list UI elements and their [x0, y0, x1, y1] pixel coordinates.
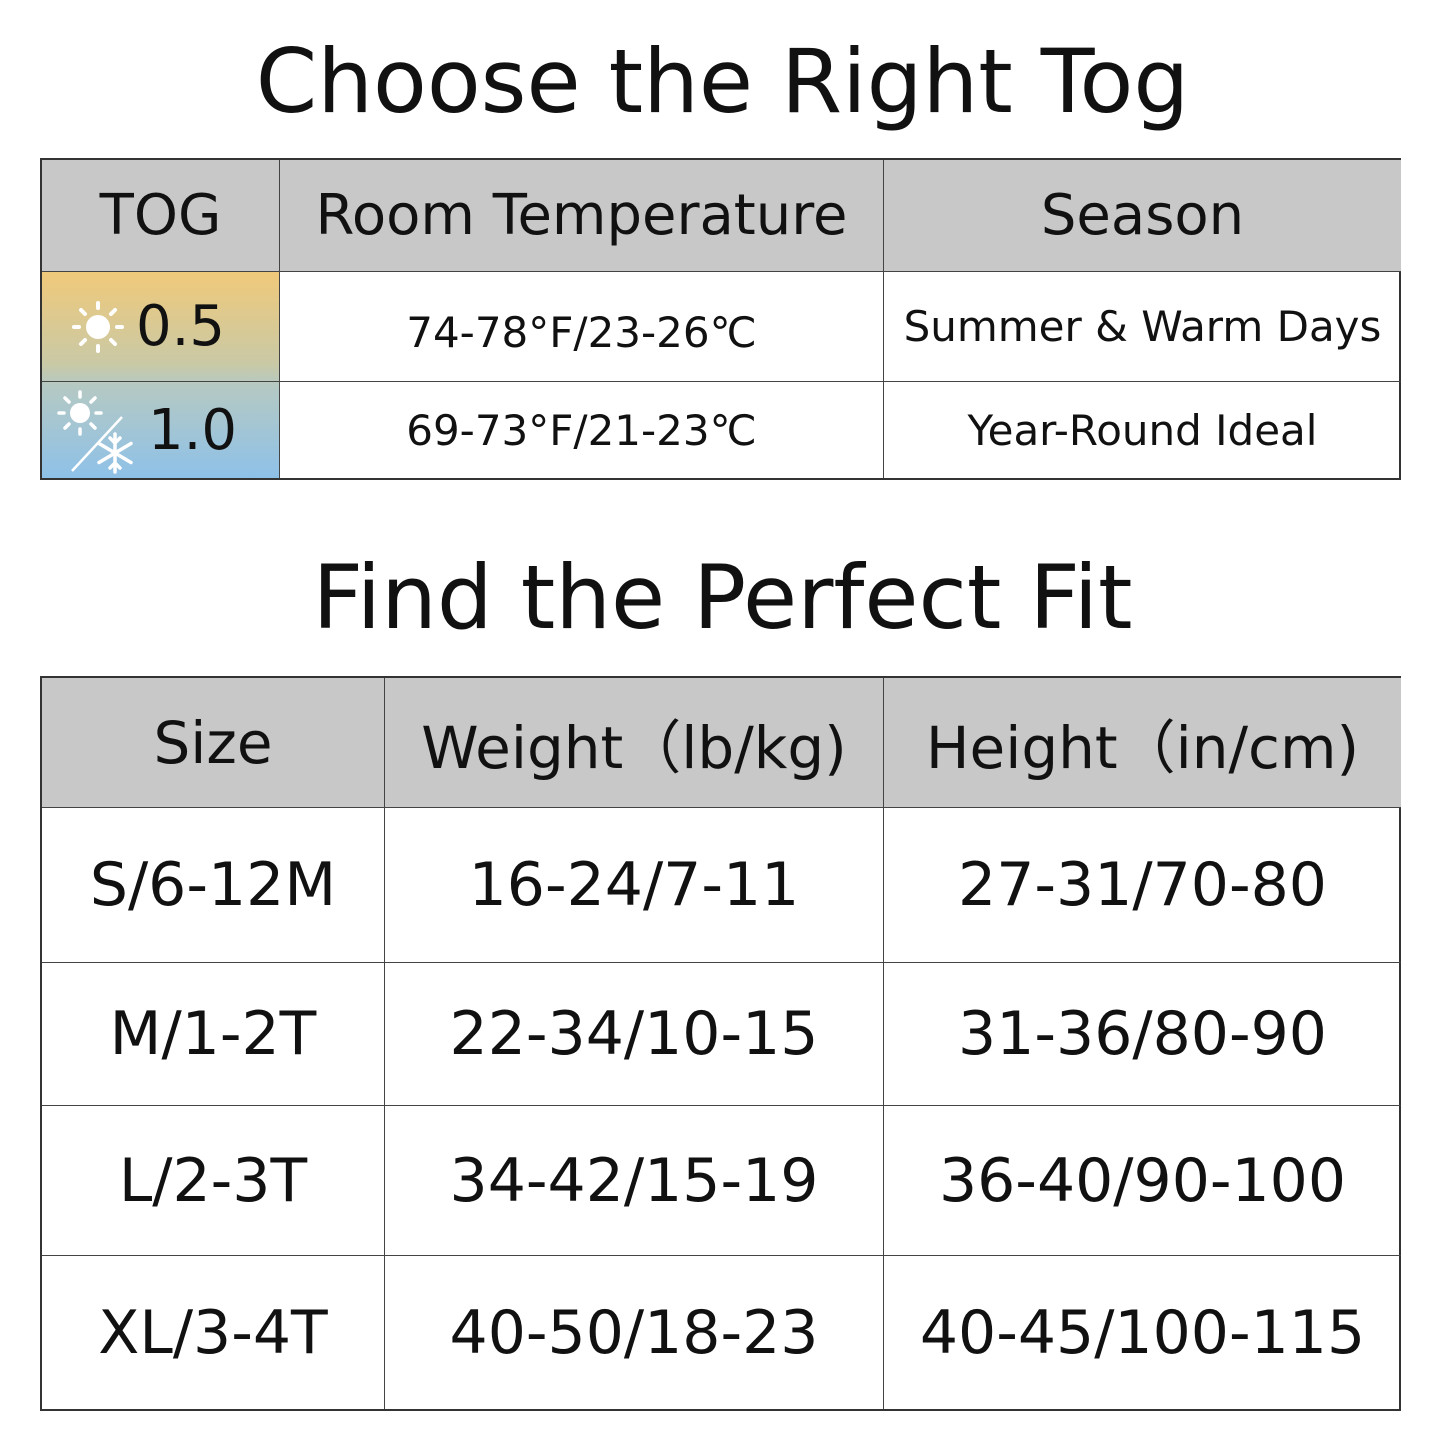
height-cell: 27-31/70-80	[884, 808, 1401, 963]
tog-value: 0.5	[136, 294, 226, 359]
temperature-cell: 74-78°F/23-26℃	[280, 272, 884, 382]
tog-table: TOG Room Temperature Season 0.5 74-78°F/…	[40, 158, 1401, 480]
header-weight: Weight（lb/kg)	[385, 678, 884, 808]
height-cell: 31-36/80-90	[884, 963, 1401, 1106]
season-cell: Summer & Warm Days	[884, 272, 1401, 382]
temperature-cell: 69-73°F/21-23℃	[280, 382, 884, 478]
sun-icon	[72, 300, 124, 353]
size-table: Size Weight（lb/kg) Height（in/cm) S/6-12M…	[40, 676, 1401, 1411]
weight-cell: 40-50/18-23	[385, 1256, 884, 1409]
weight-cell: 34-42/15-19	[385, 1106, 884, 1256]
season-cell: Year-Round Ideal	[967, 405, 1318, 455]
tog-row-0: 0.5	[42, 272, 280, 382]
header-room-temperature: Room Temperature	[280, 160, 884, 272]
tog-gradient	[42, 272, 280, 478]
fit-title: Find the Perfect Fit	[312, 546, 1133, 649]
tog-row-1: 1.0	[42, 382, 280, 478]
header-height: Height（in/cm)	[884, 678, 1401, 808]
size-cell: M/1-2T	[42, 963, 385, 1106]
height-cell: 36-40/90-100	[884, 1106, 1401, 1256]
height-cell: 40-45/100-115	[919, 1297, 1366, 1368]
size-cell: S/6-12M	[42, 808, 385, 963]
sun-snowflake-icon	[57, 390, 133, 474]
size-cell: L/2-3T	[42, 1106, 385, 1256]
tog-value: 1.0	[148, 397, 238, 463]
tog-title: Choose the Right Tog	[255, 30, 1190, 133]
header-season: Season	[884, 160, 1401, 272]
header-tog: TOG	[42, 160, 280, 272]
weight-cell: 22-34/10-15	[385, 963, 884, 1106]
weight-cell: 16-24/7-11	[385, 808, 884, 963]
header-size: Size	[42, 678, 385, 808]
size-cell: XL/3-4T	[42, 1256, 385, 1409]
